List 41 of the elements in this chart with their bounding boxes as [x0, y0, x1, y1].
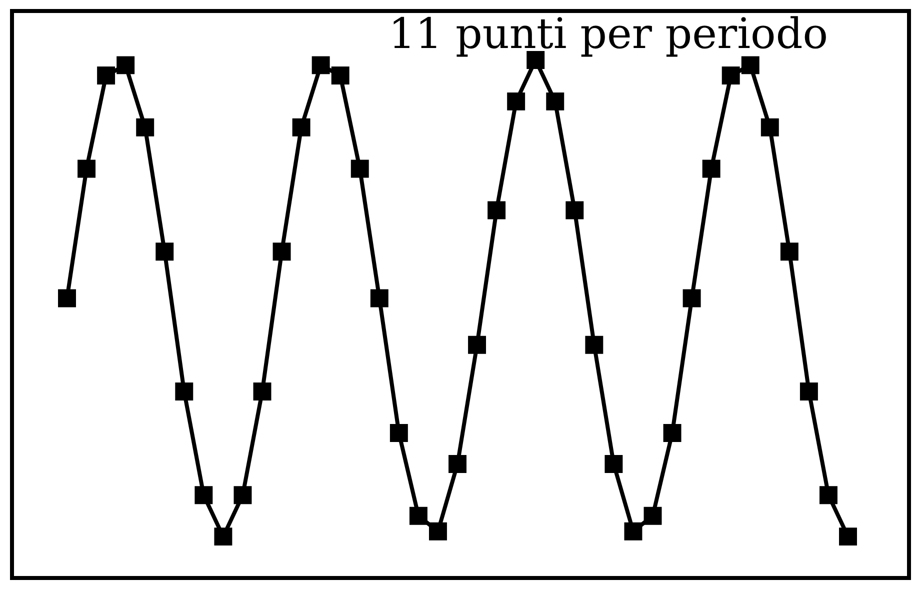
point [272, 242, 291, 261]
point [292, 118, 310, 136]
point [624, 522, 642, 540]
point [234, 486, 252, 504]
text: 11 punti per periodo [388, 9, 828, 58]
point [585, 336, 604, 354]
point [819, 486, 838, 504]
point [409, 506, 428, 525]
point [702, 160, 720, 178]
point [428, 522, 447, 540]
point [116, 56, 135, 74]
point [312, 56, 330, 74]
point [253, 382, 272, 401]
point [644, 506, 662, 525]
point [800, 382, 818, 401]
point [546, 92, 564, 110]
point [97, 66, 116, 85]
point [488, 201, 506, 220]
point [663, 424, 682, 442]
point [468, 336, 486, 354]
point [136, 118, 154, 136]
point [194, 486, 213, 504]
point [780, 242, 798, 261]
point [566, 201, 584, 220]
point [741, 56, 760, 74]
point [370, 289, 388, 308]
point [175, 382, 194, 401]
point [507, 92, 526, 110]
point [331, 66, 350, 85]
point [448, 455, 466, 474]
point [58, 289, 76, 308]
point [78, 160, 96, 178]
point [682, 289, 701, 308]
point [350, 160, 369, 178]
point [390, 424, 408, 442]
point [604, 455, 623, 474]
point [156, 242, 174, 261]
point [214, 528, 232, 546]
point [760, 118, 779, 136]
point [722, 66, 740, 85]
point [839, 528, 857, 546]
